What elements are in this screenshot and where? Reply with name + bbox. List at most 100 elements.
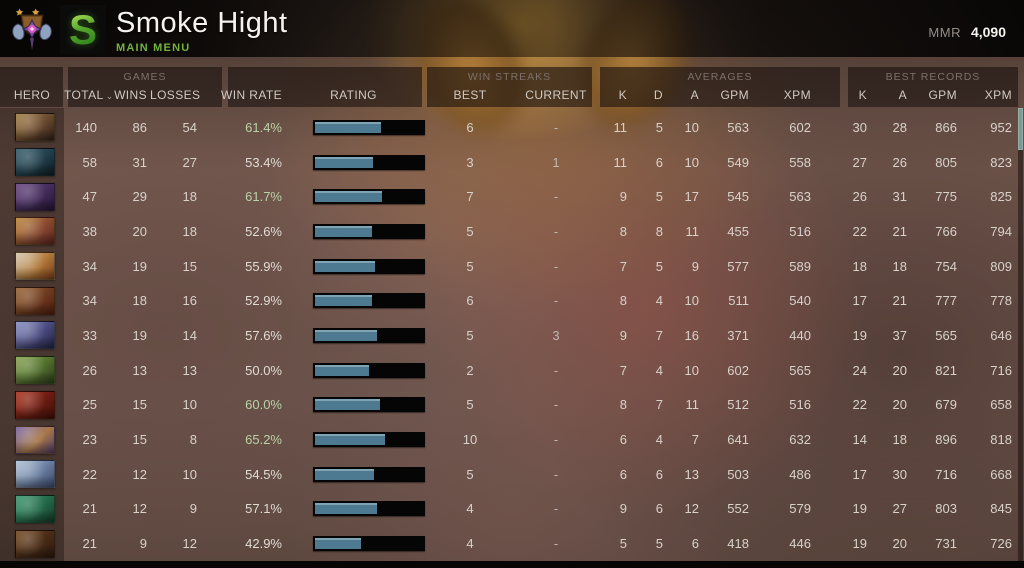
app-logo-letter: S xyxy=(68,5,97,53)
col-header-losses[interactable]: LOSSES xyxy=(150,88,201,102)
hero-stats-row[interactable]: 47 29 18 61.7% 7 - 9 5 17 545 563 26 31 … xyxy=(0,179,1024,214)
rating-bar-fill xyxy=(315,191,382,203)
record-xpm-value: 845 xyxy=(990,501,1012,517)
hero-stats-row[interactable]: 22 12 10 54.5% 5 - 6 6 13 503 486 17 30 … xyxy=(0,457,1024,492)
record-xpm-value: 818 xyxy=(990,432,1012,448)
rating-bar xyxy=(313,189,425,205)
col-header-hero[interactable]: HERO xyxy=(13,88,51,102)
total-games-value: 58 xyxy=(82,154,97,170)
col-header-kills[interactable]: K xyxy=(618,88,627,102)
total-games-value: 23 xyxy=(82,432,97,448)
scrollbar-thumb[interactable] xyxy=(1018,108,1023,150)
wins-value: 86 xyxy=(132,119,147,135)
total-games-value: 21 xyxy=(82,501,97,517)
record-assists-value: 30 xyxy=(892,466,907,482)
avg-gpm-value: 552 xyxy=(727,501,749,517)
hero-stats-row[interactable]: 34 19 15 55.9% 5 - 7 5 9 577 589 18 18 7… xyxy=(0,249,1024,284)
record-gpm-value: 716 xyxy=(935,466,957,482)
record-assists-value: 28 xyxy=(892,119,907,135)
total-games-value: 25 xyxy=(82,397,97,413)
rating-bar xyxy=(313,327,425,343)
record-kills-value: 19 xyxy=(852,501,867,517)
col-header-current[interactable]: CURRENT xyxy=(525,88,587,102)
record-kills-value: 14 xyxy=(852,432,867,448)
top-bar: S Smoke Hight MAIN MENU MMR 4,090 xyxy=(0,0,1024,57)
col-header-record-kills[interactable]: K xyxy=(858,88,867,102)
hero-stats-row[interactable]: 21 9 12 42.9% 4 - 5 5 6 418 446 19 20 73… xyxy=(0,526,1024,561)
total-games-value: 47 xyxy=(82,189,97,205)
wins-value: 12 xyxy=(132,501,147,517)
col-header-deaths[interactable]: D xyxy=(653,88,663,102)
current-streak-value: - xyxy=(553,362,559,378)
col-header-xpm[interactable]: XPM xyxy=(783,88,811,102)
record-xpm-value: 646 xyxy=(990,327,1012,343)
avg-assists-value: 10 xyxy=(684,362,699,378)
record-xpm-value: 825 xyxy=(990,189,1012,205)
main-menu-link[interactable]: MAIN MENU xyxy=(116,42,191,54)
wins-value: 20 xyxy=(132,223,147,239)
losses-value: 54 xyxy=(182,119,197,135)
win-rate-value: 61.4% xyxy=(245,119,282,135)
hero-stats-row[interactable]: 21 12 9 57.1% 4 - 9 6 12 552 579 19 27 8… xyxy=(0,492,1024,527)
hero-stats-row[interactable]: 25 15 10 60.0% 5 - 8 7 11 512 516 22 20 … xyxy=(0,388,1024,423)
hero-stats-row[interactable]: 26 13 13 50.0% 2 - 7 4 10 602 565 24 20 … xyxy=(0,353,1024,388)
record-xpm-value: 668 xyxy=(990,466,1012,482)
col-header-wins[interactable]: WINS xyxy=(114,88,147,102)
losses-value: 16 xyxy=(182,293,197,309)
col-header-best[interactable]: BEST xyxy=(453,88,487,102)
best-streak-value: 4 xyxy=(466,536,474,552)
avg-gpm-value: 371 xyxy=(727,327,749,343)
rating-bar xyxy=(313,501,425,517)
best-streak-value: 6 xyxy=(466,293,474,309)
col-header-record-assists[interactable]: A xyxy=(898,88,907,102)
col-header-assists[interactable]: A xyxy=(690,88,699,102)
rank-medal-icon xyxy=(9,6,55,54)
scrollbar-track[interactable] xyxy=(1018,108,1023,561)
avg-gpm-value: 503 xyxy=(727,466,749,482)
hero-stats-row[interactable]: 23 15 8 65.2% 10 - 6 4 7 641 632 14 18 8… xyxy=(0,422,1024,457)
win-rate-value: 57.1% xyxy=(245,501,282,517)
best-streak-value: 5 xyxy=(466,397,474,413)
col-header-record-xpm[interactable]: XPM xyxy=(984,88,1012,102)
col-header-rating[interactable]: RATING xyxy=(330,88,377,102)
hero-icon xyxy=(15,425,55,454)
win-rate-value: 57.6% xyxy=(245,327,282,343)
best-streak-value: 2 xyxy=(466,362,474,378)
avg-deaths-value: 4 xyxy=(655,432,663,448)
hero-stats-row[interactable]: 34 18 16 52.9% 6 - 8 4 10 511 540 17 21 … xyxy=(0,283,1024,318)
hero-icon xyxy=(15,113,55,142)
col-header-gpm[interactable]: GPM xyxy=(720,88,749,102)
col-header-win-rate[interactable]: WIN RATE xyxy=(221,88,282,102)
record-kills-value: 27 xyxy=(852,154,867,170)
avg-assists-value: 12 xyxy=(684,501,699,517)
losses-value: 14 xyxy=(182,327,197,343)
record-assists-value: 37 xyxy=(892,327,907,343)
avg-xpm-value: 632 xyxy=(789,432,811,448)
win-rate-value: 54.5% xyxy=(245,466,282,482)
avg-xpm-value: 516 xyxy=(789,223,811,239)
avg-xpm-value: 602 xyxy=(789,119,811,135)
mmr-display: MMR 4,090 xyxy=(928,24,1006,40)
avg-deaths-value: 7 xyxy=(655,397,663,413)
hero-stats-row[interactable]: 33 19 14 57.6% 5 3 9 7 16 371 440 19 37 … xyxy=(0,318,1024,353)
col-header-record-gpm[interactable]: GPM xyxy=(928,88,957,102)
header-group-games: GAMES xyxy=(68,67,222,107)
avg-gpm-value: 511 xyxy=(728,293,749,309)
hero-stats-row[interactable]: 38 20 18 52.6% 5 - 8 8 11 455 516 22 21 … xyxy=(0,214,1024,249)
app-logo[interactable]: S xyxy=(60,5,106,54)
rating-bar xyxy=(313,293,425,309)
win-rate-value: 65.2% xyxy=(245,432,282,448)
best-streak-value: 5 xyxy=(466,258,474,274)
record-kills-value: 17 xyxy=(852,293,867,309)
avg-gpm-value: 418 xyxy=(727,536,749,552)
hero-stats-row[interactable]: 140 86 54 61.4% 6 - 11 5 10 563 602 30 2… xyxy=(0,110,1024,145)
col-header-total[interactable]: TOTAL ⌄ xyxy=(64,88,114,102)
record-assists-value: 18 xyxy=(892,432,907,448)
hero-stats-row[interactable]: 58 31 27 53.4% 3 1 11 6 10 549 558 27 26… xyxy=(0,145,1024,180)
record-gpm-value: 679 xyxy=(935,397,957,413)
total-games-value: 34 xyxy=(82,293,97,309)
best-streak-value: 6 xyxy=(466,119,474,135)
record-gpm-value: 754 xyxy=(935,258,957,274)
total-games-value: 34 xyxy=(82,258,97,274)
total-games-value: 38 xyxy=(82,223,97,239)
